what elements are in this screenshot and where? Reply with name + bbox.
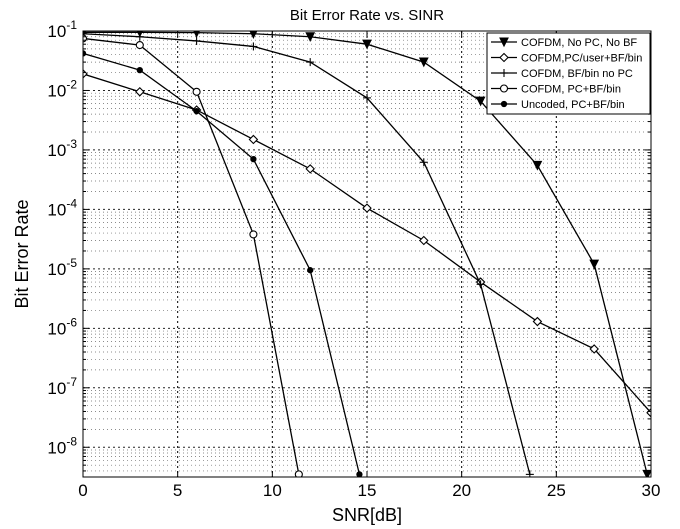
x-tick-label: 30	[642, 481, 661, 500]
legend: COFDM, No PC, No BF COFDM,PC/user+BF/bin C…	[486, 32, 651, 115]
x-tick-label: 15	[358, 481, 377, 500]
legend-marker	[499, 52, 509, 63]
y-tick-label: 10-7	[47, 375, 77, 398]
data-point	[305, 32, 316, 42]
data-point	[250, 155, 257, 163]
legend-label: COFDM,PC/user+BF/bin	[521, 53, 642, 65]
data-point	[525, 470, 534, 477]
data-point	[532, 316, 543, 327]
y-tick-label: 10-3	[47, 137, 77, 160]
y-axis-title: Bit Error Rate	[12, 199, 32, 308]
legend-marker	[500, 69, 508, 77]
axis-ticks: 0 5 10 15 20 25 30 10-1 10-2 10-3 10-4 10-5 10-6 10-7…	[47, 18, 660, 500]
data-point	[362, 203, 372, 213]
series-layer	[83, 31, 651, 477]
data-point	[589, 259, 600, 270]
y-tick-label: 10-5	[47, 256, 77, 279]
data-point	[307, 267, 314, 274]
legend-marker	[499, 37, 509, 48]
data-point	[193, 31, 201, 38]
data-point	[135, 87, 145, 97]
x-axis-title: SNR[dB]	[332, 505, 402, 525]
x-tick-label: 5	[173, 481, 182, 500]
legend-marker	[499, 84, 509, 93]
data-point	[356, 471, 363, 477]
y-tick-label: 10-4	[47, 196, 77, 219]
data-point	[136, 66, 143, 74]
data-point	[362, 39, 372, 50]
y-tick-label: 10-8	[47, 434, 77, 457]
data-point	[476, 280, 485, 289]
data-point	[248, 134, 259, 145]
data-point	[363, 93, 371, 102]
x-tick-label: 0	[78, 481, 87, 500]
legend-marker	[500, 100, 508, 108]
legend-item: Uncoded, PC+BF/bin	[491, 99, 625, 111]
data-point	[249, 42, 258, 51]
series-4	[83, 34, 303, 477]
data-point	[249, 31, 258, 39]
data-point	[294, 470, 303, 477]
y-tick-label: 10-6	[47, 315, 77, 338]
legend-item: COFDM, BF/bin no PC	[491, 68, 633, 80]
data-point	[532, 160, 543, 171]
series-line	[83, 33, 531, 475]
data-point	[192, 87, 201, 96]
data-point	[419, 235, 429, 246]
data-point	[589, 344, 599, 354]
data-point	[192, 36, 201, 45]
series-3	[83, 31, 534, 477]
data-point	[306, 58, 315, 67]
legend-item: COFDM,PC/user+BF/bin	[491, 53, 642, 65]
legend-label: Uncoded, PC+BF/bin	[521, 99, 625, 111]
data-point	[418, 57, 429, 68]
data-point	[419, 158, 428, 167]
y-tick-label: 10-2	[47, 77, 77, 100]
data-point	[193, 107, 200, 115]
x-tick-label: 20	[452, 481, 471, 500]
legend-label: COFDM, PC+BF/bin	[521, 84, 621, 96]
series-line	[83, 52, 361, 475]
x-tick-label: 25	[547, 481, 566, 500]
series-5	[83, 50, 363, 477]
legend-item: COFDM, PC+BF/bin	[491, 84, 621, 96]
chart-title: Bit Error Rate vs. SINR	[290, 7, 444, 24]
legend-label: COFDM, BF/bin no PC	[521, 68, 633, 80]
data-point	[642, 469, 651, 477]
data-point	[249, 230, 258, 239]
legend-label: COFDM, No PC, No BF	[521, 37, 637, 49]
data-point	[305, 164, 315, 174]
x-tick-label: 10	[263, 481, 282, 500]
legend-item: COFDM, No PC, No BF	[491, 37, 637, 49]
data-point	[135, 41, 144, 50]
data-point	[475, 96, 486, 107]
data-point	[135, 32, 144, 41]
y-tick-label: 10-1	[47, 18, 77, 41]
